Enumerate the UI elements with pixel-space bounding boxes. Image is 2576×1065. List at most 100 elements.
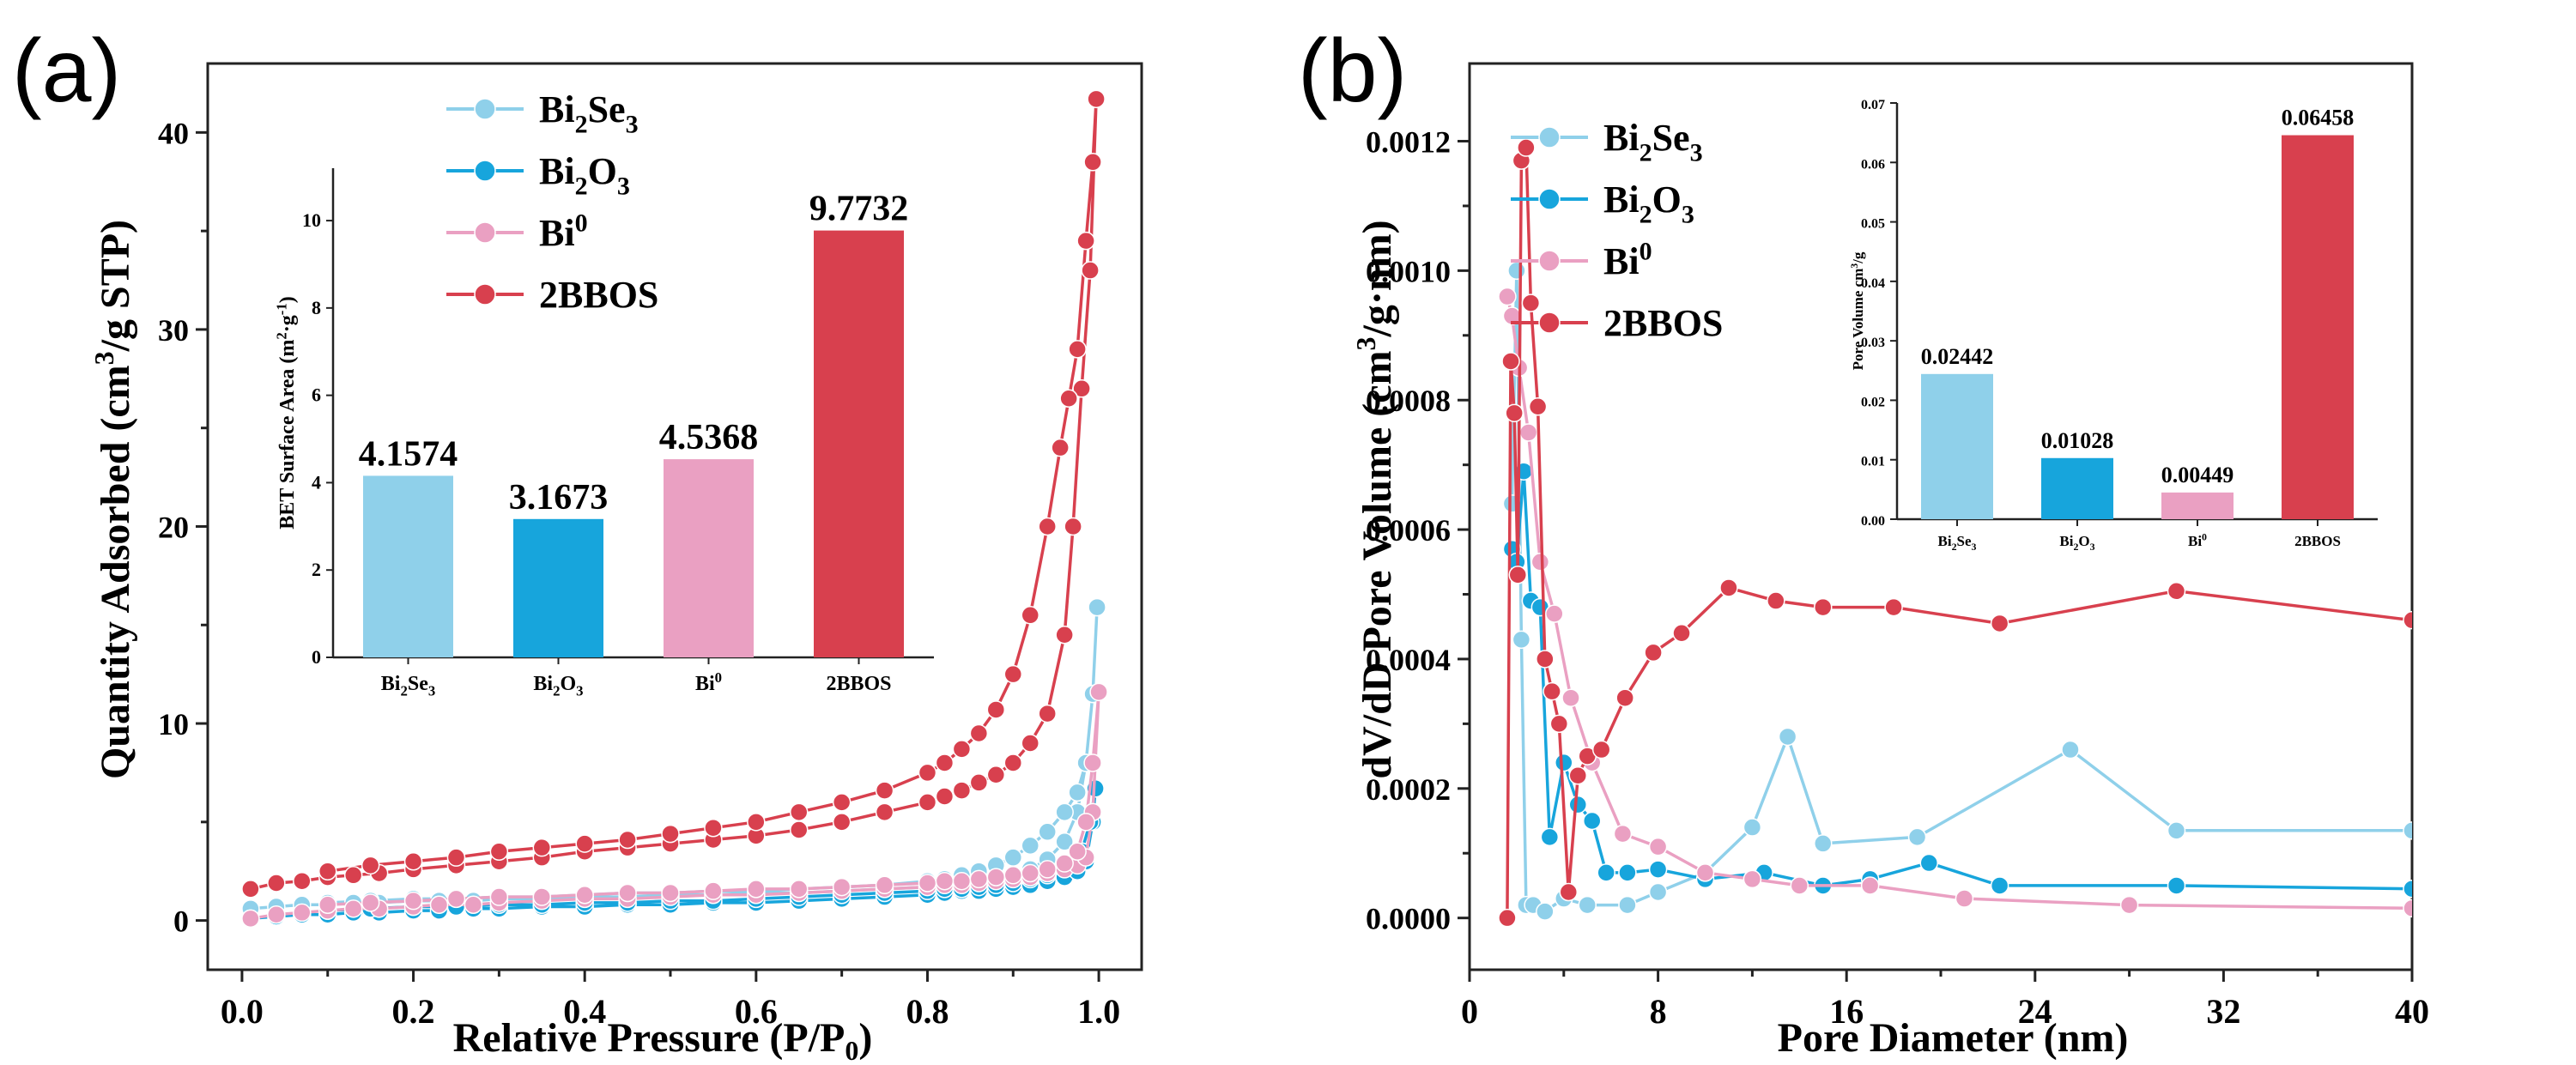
y-tick-label-40: 40 (158, 116, 189, 150)
series-point-2bbos (918, 793, 937, 812)
series-point-2bbos (489, 842, 509, 862)
y-tick-label-0-0004: 0.0004 (1366, 643, 1451, 677)
series-point-2bbos (1038, 704, 1057, 723)
series-point-2bbos (1517, 138, 1536, 157)
series-point-bi0 (293, 903, 312, 923)
series-point-2bbos (1505, 403, 1524, 423)
series-point-bi0 (1790, 876, 1809, 895)
y-tick-label-0-0012: 0.0012 (1366, 125, 1451, 160)
series-point-bi0 (429, 895, 449, 914)
series-point-bi2se3 (2061, 740, 2080, 759)
x-tick-label-8: 8 (1650, 992, 1667, 1031)
legend-label-bi2se3: Bi2Se3 (1603, 117, 1703, 166)
series-point-2bbos (1076, 231, 1095, 251)
inset-y-tick-label-0-07: 0.07 (1861, 98, 1885, 112)
series-point-bi2se3 (1068, 783, 1087, 802)
inset-category-label-bi2se3: Bi2Se3 (381, 673, 435, 699)
legend-label-bi0: Bi0 (539, 209, 588, 254)
series-point-bi2se3 (1512, 630, 1531, 650)
series-point-2bbos (747, 813, 766, 832)
series-point-2bbos (935, 787, 955, 806)
series-bi2se3 (1502, 261, 2412, 921)
inset-value-label-2bbos: 9.7732 (809, 190, 909, 229)
series-point-2bbos (1549, 714, 1569, 734)
series-point-bi0 (343, 899, 363, 918)
panel-label-b: (b) (1298, 21, 1407, 121)
series-point-bi0 (1089, 682, 1108, 702)
series-line-2bbos (250, 99, 1098, 891)
series-point-2bbos (403, 851, 423, 871)
series-point-2bbos (1021, 734, 1039, 753)
series-point-bi2o3 (1990, 876, 2009, 895)
series-point-2bbos (267, 874, 286, 893)
series-point-2bbos (1038, 517, 1057, 536)
x-tick-label-32: 32 (2206, 992, 2240, 1031)
series-point-bi2o3 (1540, 827, 1560, 847)
series-point-2bbos (1055, 625, 1074, 644)
series-point-bi0 (532, 887, 552, 906)
inset-y-tick-label-0: 0 (312, 646, 321, 668)
series-point-bi0 (446, 889, 466, 909)
series-point-bi0 (464, 895, 483, 914)
series-point-2bbos (1591, 740, 1611, 759)
series-point-bi0 (361, 893, 380, 912)
series-point-2bbos (789, 820, 809, 839)
series-point-2bbos (1568, 765, 1588, 785)
series-point-bi0 (1068, 842, 1087, 862)
series-bi2o3 (1502, 462, 2412, 899)
legend: Bi2Se3 Bi2O3 Bi0 2BBOS (1511, 117, 1723, 344)
series-point-bi0 (986, 868, 1006, 886)
inset-bar-2bbos (814, 230, 904, 657)
series-point-bi2se3 (2403, 821, 2412, 840)
x-tick-label-1-0: 1.0 (1077, 992, 1120, 1031)
x-tick-label-0-2: 0.2 (392, 992, 435, 1031)
series-point-bi2se3 (2167, 821, 2186, 840)
series-point-bi2se3 (1507, 261, 1526, 281)
series-point-2bbos (986, 765, 1006, 784)
series-point-bi0 (1561, 688, 1580, 707)
series-point-2bbos (1528, 397, 1548, 416)
series-point-bi2o3 (1555, 753, 1573, 772)
y-tick-label-0-0008: 0.0008 (1366, 384, 1451, 418)
y-tick-label-0-0002: 0.0002 (1366, 772, 1451, 807)
series-point-bi2se3 (1088, 597, 1106, 617)
inset-bar-2bbos (2282, 135, 2354, 519)
series-bi0 (241, 682, 1108, 929)
series-point-bi0 (403, 891, 423, 911)
legend-label-2bbos: 2BBOS (539, 274, 658, 316)
series-point-2bbos (1081, 261, 1100, 280)
inset-y-tick-label-0-00: 0.00 (1861, 514, 1885, 529)
series-point-2bbos (1064, 517, 1082, 536)
inset-value-label-bi2o3: 0.01028 (2041, 428, 2114, 453)
series-point-bi2o3 (1919, 853, 1939, 873)
series-point-bi2o3 (2403, 879, 2412, 899)
series-point-2bbos (935, 753, 955, 772)
series-point-2bbos (1672, 624, 1691, 643)
series-point-2bbos (1543, 681, 1561, 701)
legend-marker-2bbos (1538, 312, 1561, 334)
y-tick-label-0-0010: 0.0010 (1366, 254, 1451, 288)
series-point-bi0 (489, 887, 509, 906)
series-point-bi0 (1545, 604, 1564, 623)
y-axis-title-a: Quantity Adsorbed (cm3/g STP) (88, 220, 138, 779)
series-point-bi0 (1743, 869, 1762, 889)
series-point-bi2se3 (1743, 818, 1762, 837)
series-point-bi2se3 (1578, 895, 1597, 915)
series-point-2bbos (318, 862, 337, 880)
series-point-bi0 (1021, 863, 1039, 883)
series-point-2bbos (1615, 688, 1634, 707)
series-point-2bbos (1767, 591, 1785, 610)
inset-bar-bi2o3 (513, 518, 603, 657)
inset-value-label-bi0: 0.00449 (2161, 463, 2234, 487)
series-point-2bbos (532, 838, 552, 857)
series-point-bi2o3 (1618, 863, 1637, 882)
series-point-2bbos (1501, 352, 1520, 371)
series-point-2bbos (1719, 578, 1738, 597)
y-tick-label-20: 20 (158, 510, 189, 544)
series-point-bi0 (1530, 553, 1550, 572)
x-tick-label-0-6: 0.6 (735, 992, 778, 1031)
y-axis-title-b: dV/dD Pore Volume (cm3/g·nm) (1350, 220, 1400, 778)
series-point-2bbos (1087, 89, 1106, 109)
y-tick-label-10: 10 (158, 707, 189, 741)
